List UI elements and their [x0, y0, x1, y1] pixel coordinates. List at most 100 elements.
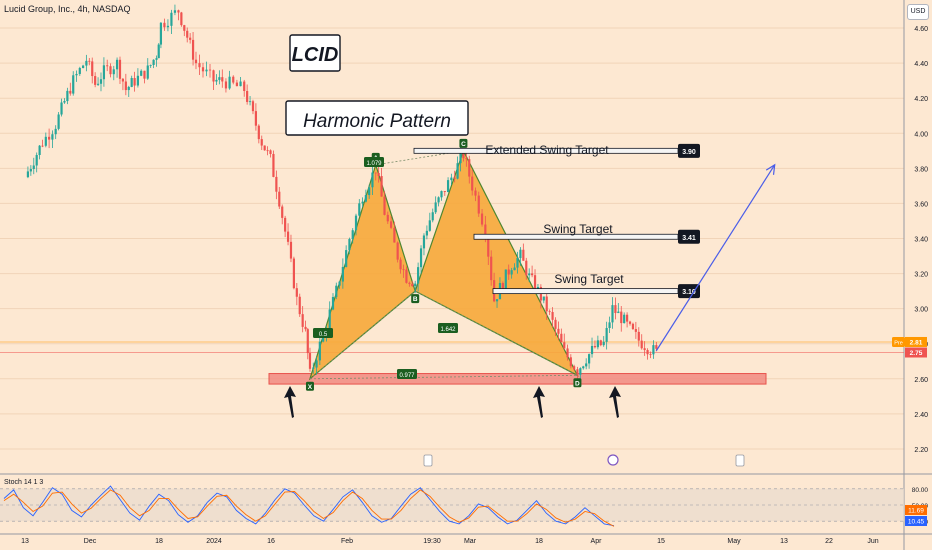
candle-body [146, 65, 149, 79]
candle-body [54, 128, 57, 135]
candle-body [60, 102, 63, 115]
candle-body [480, 213, 484, 225]
candle-body [417, 267, 420, 284]
candle-body [652, 345, 655, 355]
candle-body [525, 260, 528, 276]
pattern-title-box [285, 100, 469, 136]
candle-body [602, 341, 605, 346]
candle-body [51, 134, 54, 140]
candle-body [551, 312, 554, 320]
candle-body [157, 44, 160, 59]
earnings-event-icon[interactable] [735, 454, 745, 467]
candle-body [531, 273, 534, 276]
candle-body [471, 176, 474, 191]
pre-market-tag [892, 336, 905, 347]
candle-body [501, 283, 504, 290]
candle-body [380, 176, 383, 197]
candle-body [354, 215, 358, 231]
earnings-event-icon[interactable] [423, 454, 433, 467]
candle-body [453, 177, 456, 179]
candle-body [304, 326, 307, 330]
candle-body [94, 76, 97, 85]
candle-body [393, 227, 396, 243]
y-tick-label: 2.40 [914, 412, 928, 419]
candle-body [640, 340, 643, 349]
pointer-arrow [284, 386, 296, 418]
pattern-triangle-xab [308, 162, 416, 381]
currency-button[interactable]: USD [907, 4, 929, 20]
candle-body [608, 322, 611, 328]
candle-body [183, 25, 186, 31]
stoch-value-tag [905, 516, 927, 526]
candle-body [649, 354, 652, 356]
candle-body [434, 202, 437, 213]
candle-body [425, 230, 428, 236]
candle-body [29, 169, 32, 172]
candle-body [495, 299, 499, 302]
candle-body [284, 217, 287, 232]
candle-body [507, 269, 510, 275]
candle-body [422, 235, 426, 249]
candle-body [411, 283, 414, 287]
candle-body [257, 125, 260, 140]
candle-body [191, 39, 195, 60]
target-label: Swing Target [554, 272, 624, 286]
candle-body [573, 366, 576, 370]
target-label: Swing Target [543, 222, 613, 236]
candle-body [44, 136, 47, 146]
candle-body [351, 230, 354, 240]
candle-body [218, 77, 221, 80]
candle-body [292, 258, 295, 289]
candle-body [212, 70, 215, 82]
pattern-ratio-line [309, 290, 416, 380]
pointer-arrow [609, 386, 621, 418]
y-tick-label: 3.40 [914, 237, 928, 244]
x-tick-label: May [727, 538, 741, 545]
candle-body [623, 314, 626, 324]
ratio-label-box [364, 157, 384, 167]
candle-body [634, 329, 637, 332]
candle-body [173, 10, 177, 13]
candle-body [155, 58, 158, 60]
y-tick-label: 3.60 [914, 201, 928, 208]
candle-body [41, 145, 44, 147]
candle-body [576, 369, 579, 375]
candle-body [593, 345, 597, 348]
candle-body [637, 331, 640, 341]
target-price-tag [678, 284, 700, 299]
candle-body [368, 187, 371, 196]
candle-body [35, 154, 38, 166]
pre-market-label: Pre [894, 340, 903, 346]
price-tag [905, 336, 927, 347]
ratio-label: 0.977 [399, 373, 415, 379]
x-tick-label: 13 [21, 538, 29, 545]
target-price-tag [678, 229, 700, 244]
candle-body [628, 321, 632, 324]
x-tick-label: 2024 [206, 538, 222, 545]
target-label: Extended Swing Target [485, 143, 609, 157]
candle-body [533, 275, 537, 291]
pattern-ratio-line [309, 374, 578, 380]
candle-body [617, 311, 620, 314]
projection-arrow-head [765, 163, 776, 175]
candle-body [278, 191, 281, 207]
candle-body [614, 305, 617, 314]
candle-body [399, 259, 402, 270]
candle-body [63, 101, 66, 103]
y-tick-label: 4.40 [914, 61, 928, 68]
candle-body [585, 363, 588, 367]
candle-body [405, 269, 408, 283]
candle-body [341, 266, 344, 282]
candle-body [306, 329, 309, 354]
candle-body [272, 153, 275, 177]
candle-body [542, 296, 545, 301]
y-tick-label: 4.00 [914, 131, 928, 138]
candle-body [269, 150, 272, 154]
candle-body [254, 111, 258, 126]
dividend-event-icon[interactable] [607, 454, 619, 466]
stoch-series-line [3, 489, 615, 527]
candle-body [548, 311, 551, 313]
candle-body [180, 12, 183, 26]
candle-body [331, 296, 335, 310]
